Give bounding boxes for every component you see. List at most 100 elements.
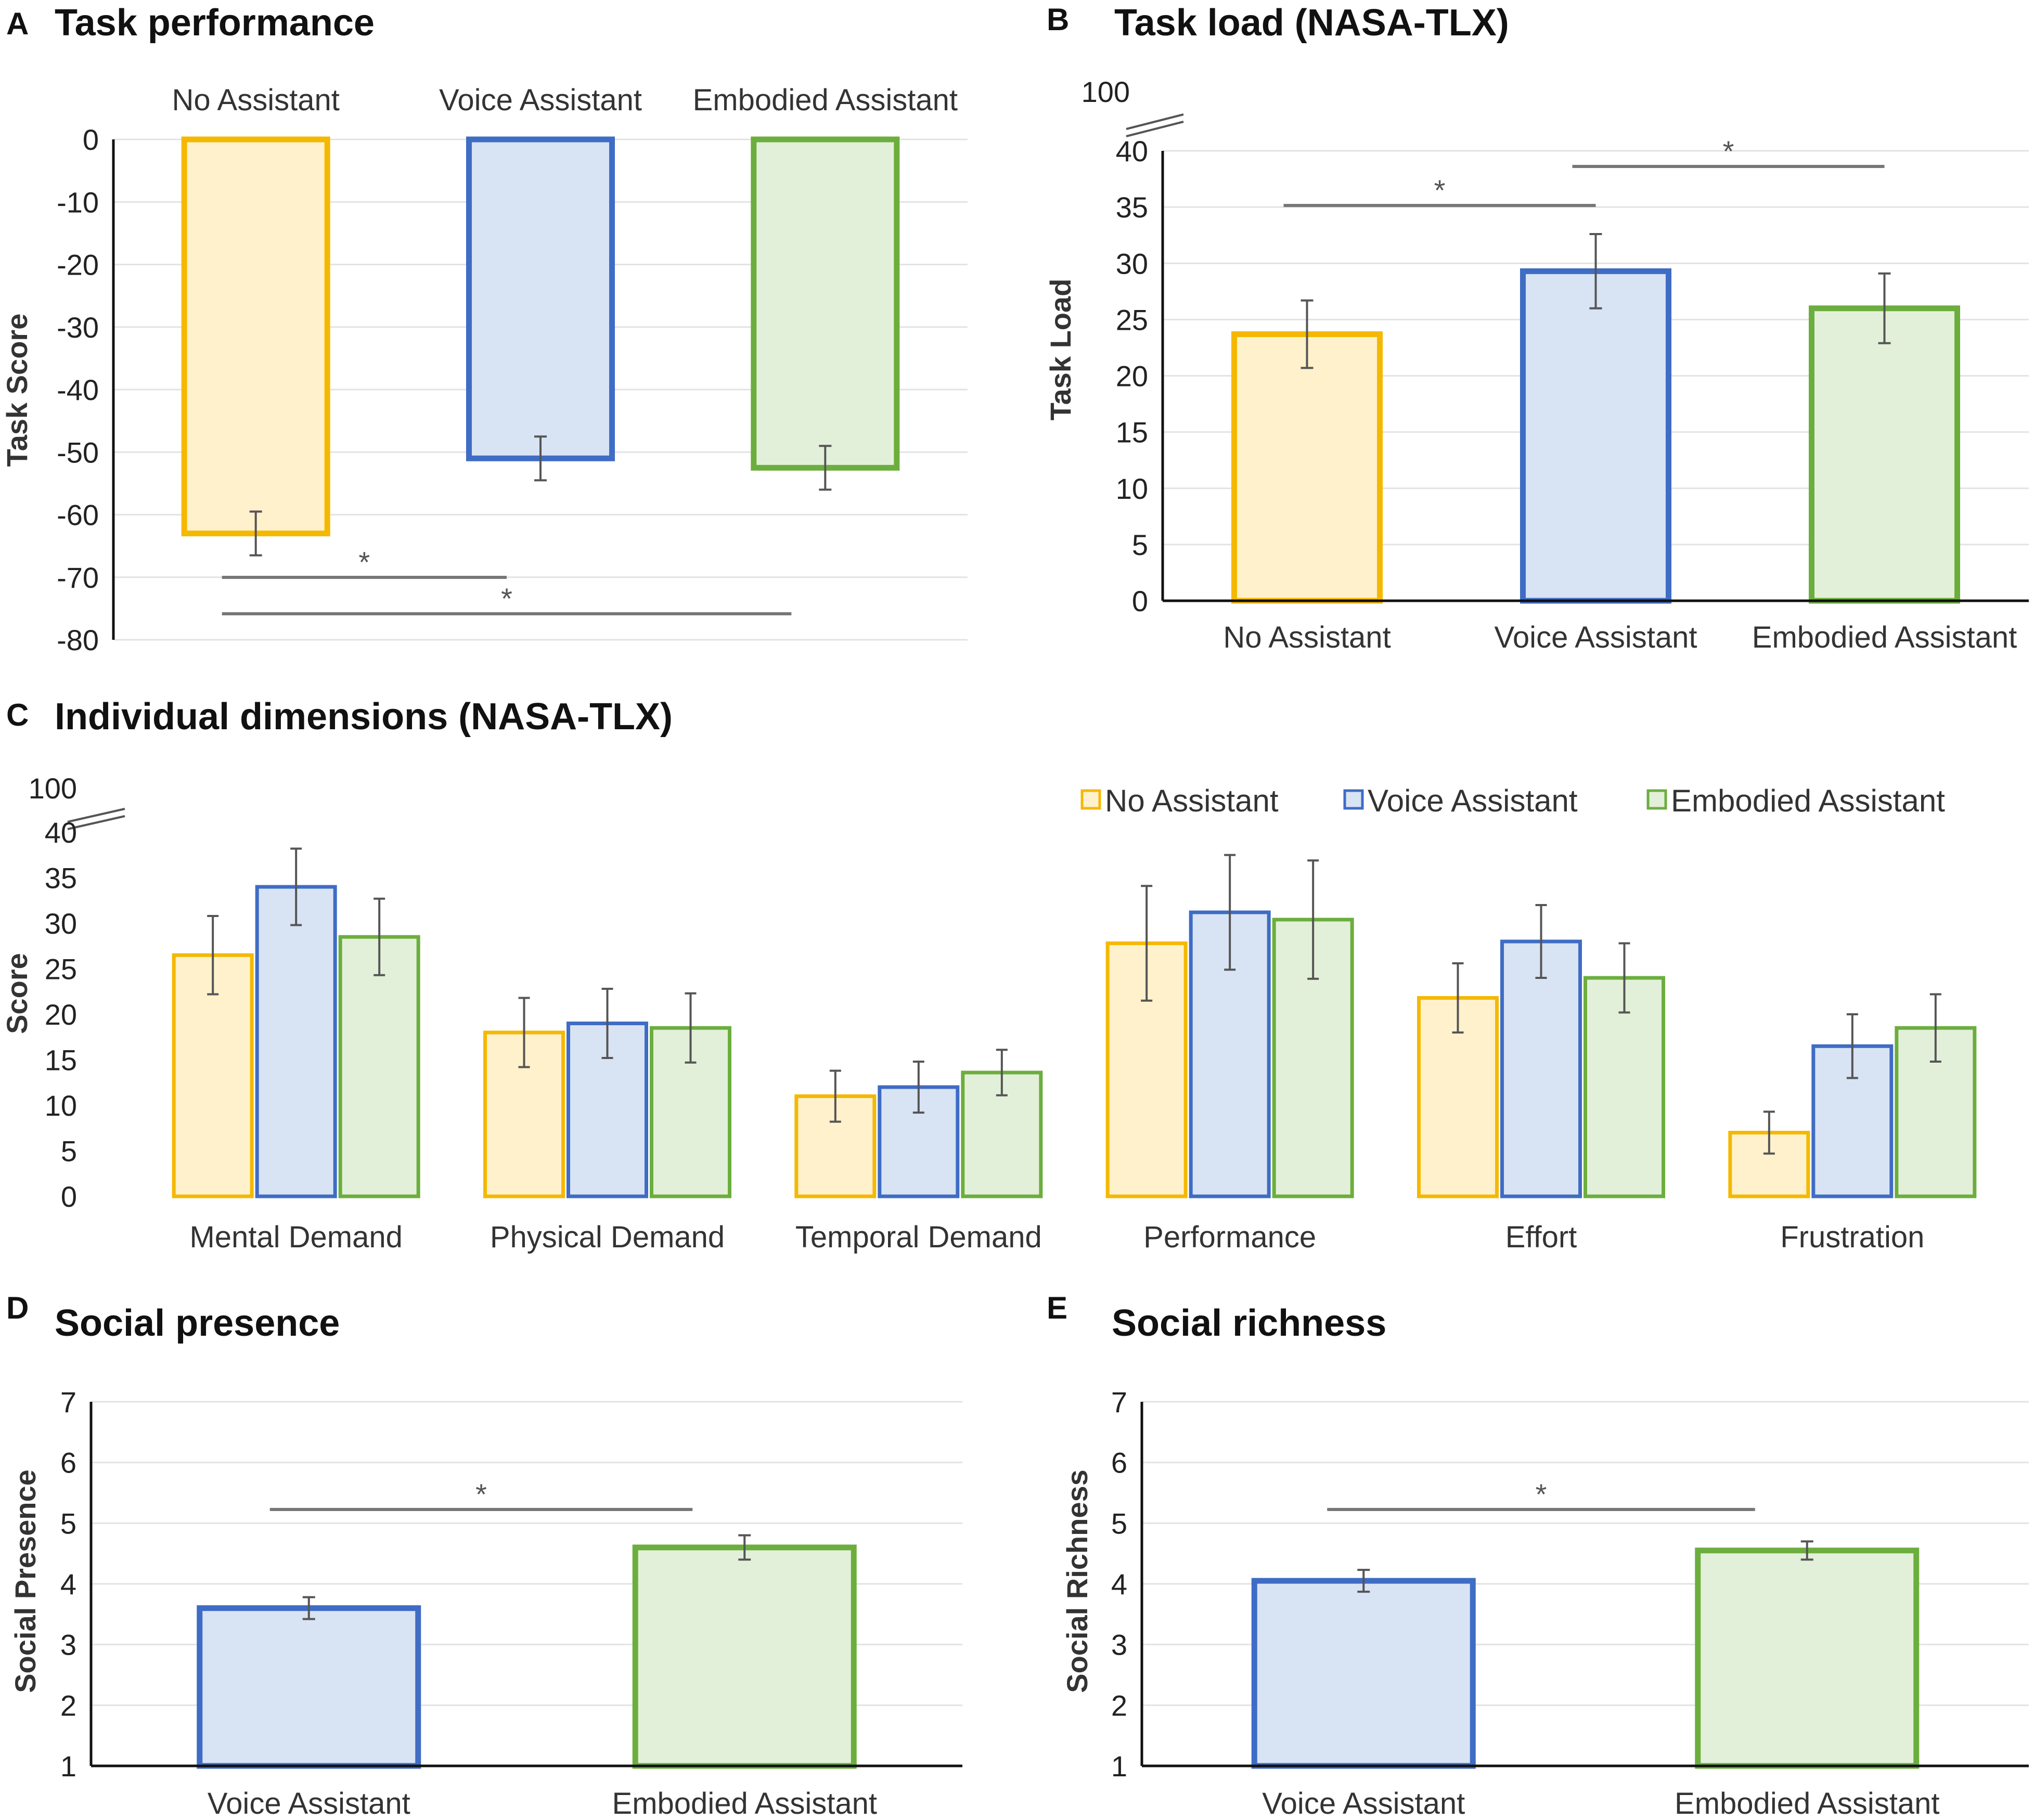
panel-c-category-label: Mental Demand [189,1220,402,1254]
panel-e-significance-star: * [1536,1478,1547,1511]
panel-b-category-label: Embodied Assistant [1752,621,2017,654]
panel-b-y-tick-label: 30 [1116,247,1148,280]
panel-b-axis-break-label: 100 [1082,75,1130,108]
panel-c-category-label: Effort [1505,1220,1577,1254]
panel-a-category-label: No Assistant [172,83,339,117]
panel-b-bar-voice-assistant [1520,268,1671,604]
panel-c-y-tick-label: 10 [45,1089,77,1122]
panel-c-bar-mental-demand-embodied-assistant [338,935,420,1198]
panel-c-category-label: Frustration [1780,1220,1924,1254]
panel-a-y-tick-label: -40 [57,373,99,406]
panel-c-axis-break-icon [67,808,125,830]
panel-a-y-tick-label: -50 [57,436,99,469]
panel-c-title: Individual dimensions (NASA-TLX) [55,696,673,738]
panel-c-letter: C [6,698,29,732]
panel-b-y-axis-label: Task Load [1044,279,1077,421]
panel-a-y-tick-label: -10 [57,186,99,218]
panel-c-y-tick-label: 35 [45,862,77,895]
panel-e-y-tick-label: 3 [1111,1629,1127,1661]
panel-d-y-tick-label: 1 [60,1750,76,1783]
panel-a-bar-no-assistant [181,136,330,537]
panel-e-category-label: Voice Assistant [1262,1787,1465,1820]
panel-d-y-tick-label: 5 [60,1507,76,1540]
panel-c-y-axis-label: Score [1,953,33,1034]
panel-c-category-label: Temporal Demand [795,1220,1042,1254]
panel-a-title: Task performance [55,2,375,44]
panel-c-y-tick-label: 0 [61,1180,77,1213]
panel-d-y-tick-label: 6 [60,1447,76,1479]
panel-d-letter: D [6,1290,29,1325]
panel-c-axis-break-label: 100 [29,772,77,805]
panel-b-significance-star: * [1723,135,1734,167]
panel-b-task-load: B Task load (NASA-TLX) Task Load 100 0 5 1… [1044,2,2029,654]
panel-a-task-performance: A Task performance Task Score 0 -10 -20 -30… [1,2,968,656]
panel-c-bar-frustration-no-assistant [1728,1131,1810,1198]
panel-a-significance-star: * [358,546,370,578]
panel-c-category-label: Performance [1143,1220,1316,1254]
panel-c-bar-mental-demand-no-assistant [172,953,254,1198]
panel-a-category-label: Embodied Assistant [693,83,958,117]
panel-e-y-tick-label: 5 [1111,1507,1127,1540]
panel-c-y-tick-label: 25 [45,953,77,986]
legend-label-no-assistant: No Assistant [1105,783,1279,818]
panel-e-category-label: Embodied Assistant [1675,1787,1939,1820]
panel-b-y-tick-label: 5 [1132,528,1148,561]
panel-b-category-label: No Assistant [1223,621,1391,654]
panel-c-bar-mental-demand-voice-assistant [255,885,337,1198]
panel-b-y-tick-label: 10 [1116,472,1148,505]
legend-swatch-no-assistant [1080,789,1101,810]
panel-a-y-tick-label: -30 [57,311,99,344]
panel-c-individual-dimensions: C Individual dimensions (NASA-TLX) Score… [1,696,1977,1254]
panel-d-y-tick-label: 4 [60,1568,76,1600]
panel-b-y-tick-label: 15 [1116,416,1148,449]
panel-c-y-tick-label: 5 [61,1135,77,1168]
panel-b-significance-star: * [1434,174,1446,206]
panel-e-y-tick-label: 1 [1111,1750,1127,1783]
panel-a-y-tick-label: -80 [57,624,99,656]
legend-swatch-voice-assistant [1343,789,1364,810]
panel-e-social-richness: E Social richness Social Richness 1 2 3 4 5 6… [1047,1290,2029,1820]
panel-d-title: Social presence [55,1302,340,1344]
panel-c-bar-effort-voice-assistant [1500,939,1582,1198]
panel-d-social-presence: D Social presence Social Presence 1 2 3 4 5 6… [6,1290,962,1820]
panel-a-bar-embodied-assistant [751,136,900,471]
panel-c-y-tick-label: 20 [45,998,77,1031]
panel-c-y-tick-label: 30 [45,907,77,940]
panel-a-y-tick-label: -60 [57,499,99,532]
panel-b-axis-break-icon [1126,113,1184,137]
panel-a-category-label: Voice Assistant [439,83,642,117]
panel-b-y-tick-label: 40 [1116,135,1148,167]
panel-d-y-tick-label: 2 [60,1689,76,1722]
panel-b-title: Task load (NASA-TLX) [1114,2,1509,44]
panel-d-significance-star: * [475,1478,487,1511]
legend-swatch-embodied-assistant [1646,789,1667,810]
panel-e-y-axis-label: Social Richness [1061,1469,1093,1693]
panel-a-significance-star: * [501,582,512,615]
panel-c-y-tick-label: 40 [45,816,77,849]
panel-d-category-label: Voice Assistant [208,1787,410,1820]
panel-b-y-tick-label: 35 [1116,191,1148,224]
panel-e-y-tick-label: 4 [1111,1568,1127,1600]
panel-e-letter: E [1047,1290,1067,1325]
panel-a-bar-voice-assistant [466,136,615,461]
panel-c-category-label: Physical Demand [490,1220,725,1254]
panel-e-y-tick-label: 2 [1111,1689,1127,1722]
panel-b-bar-no-assistant [1231,331,1383,604]
panel-a-letter: A [6,6,29,41]
panel-a-y-tick-label: 0 [83,123,99,156]
panel-a-y-tick-label: -70 [57,561,99,594]
panel-e-bar-voice-assistant [1251,1578,1476,1769]
panel-d-y-tick-label: 7 [60,1386,76,1418]
panel-b-y-tick-label: 20 [1116,360,1148,393]
panel-b-letter: B [1047,2,1069,37]
panel-b-bar-embodied-assistant [1809,305,1960,604]
panel-c-bar-performance-no-assistant [1105,941,1188,1198]
legend-label-voice-assistant: Voice Assistant [1368,783,1578,818]
panel-a-y-tick-label: -20 [57,249,99,281]
panel-d-y-axis-label: Social Presence [9,1469,42,1693]
panel-b-y-tick-label: 0 [1132,585,1148,617]
panel-a-y-axis-label: Task Score [1,314,33,467]
panel-d-bar-voice-assistant [197,1605,421,1769]
panel-b-y-tick-label: 25 [1116,303,1148,336]
panel-c-bar-effort-embodied-assistant [1584,976,1665,1198]
